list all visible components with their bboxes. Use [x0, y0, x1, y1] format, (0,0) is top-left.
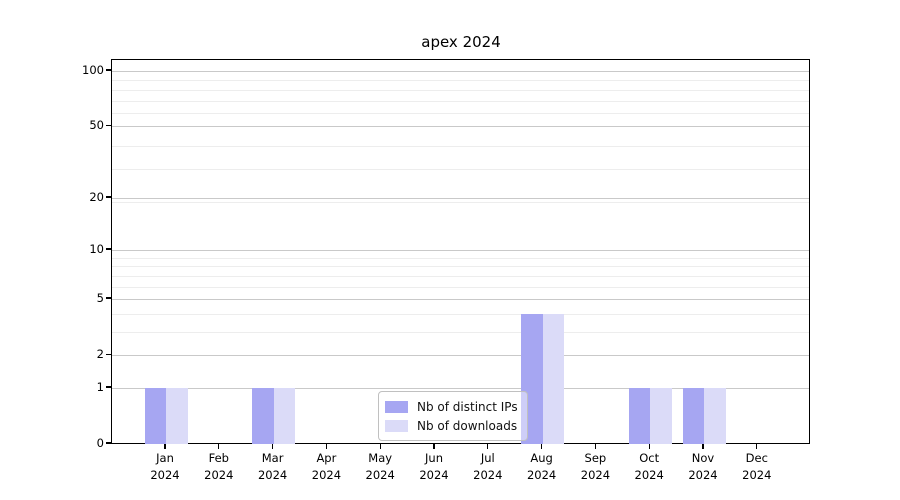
- bar-downloads-jan: [166, 387, 188, 444]
- x-tick-mark: [164, 444, 166, 449]
- gridline-major: [112, 299, 809, 301]
- x-tick-mark: [648, 444, 650, 449]
- y-tick-label: 5: [96, 291, 104, 306]
- gridline-minor: [112, 257, 809, 259]
- x-tick-label: May 2024: [365, 451, 395, 482]
- gridline-minor: [112, 201, 809, 203]
- y-tick-mark: [106, 248, 111, 250]
- y-tick-label: 10: [89, 242, 104, 257]
- y-tick-label: 2: [96, 347, 104, 362]
- y-tick-mark: [106, 69, 111, 71]
- legend-row-downloads: Nb of downloads: [385, 416, 518, 435]
- bar-downloads-aug: [542, 313, 565, 444]
- legend-label-downloads: Nb of downloads: [417, 418, 518, 433]
- gridline-minor: [112, 89, 809, 91]
- gridline-minor: [112, 169, 809, 171]
- y-tick-mark: [106, 353, 111, 355]
- legend-swatch-distinct-ips: [385, 400, 408, 413]
- x-tick-mark: [433, 444, 435, 449]
- x-tick-mark: [325, 444, 328, 449]
- y-tick-label: 0: [96, 436, 104, 450]
- y-tick-mark: [106, 442, 111, 444]
- gridline-minor: [112, 275, 809, 277]
- y-tick-mark: [106, 297, 111, 299]
- x-tick-mark: [702, 444, 704, 449]
- gridline-minor: [112, 313, 809, 315]
- legend-swatch-downloads: [385, 419, 408, 432]
- y-tick-label: 20: [89, 189, 104, 204]
- gridline-minor: [112, 100, 809, 102]
- x-tick-label: Dec 2024: [742, 451, 772, 482]
- bar-downloads-mar: [273, 387, 296, 444]
- x-tick-label: Jul 2024: [473, 451, 503, 482]
- bar-distinct-ips-oct: [628, 387, 651, 444]
- gridline-minor: [112, 286, 809, 288]
- y-tick-mark: [106, 124, 111, 126]
- bar-downloads-nov: [704, 387, 726, 444]
- gridline-major: [112, 250, 809, 252]
- gridline-major: [112, 355, 809, 357]
- bar-distinct-ips-jan: [144, 387, 166, 444]
- gridline-major: [112, 71, 809, 72]
- x-tick-label: Jan 2024: [150, 451, 180, 482]
- x-tick-label: Oct 2024: [634, 451, 664, 482]
- x-tick-mark: [379, 444, 381, 449]
- y-tick-mark: [106, 386, 111, 388]
- x-tick-label: Apr 2024: [311, 451, 342, 482]
- legend: Nb of distinct IPs Nb of downloads: [378, 391, 528, 441]
- x-tick-mark: [756, 444, 758, 449]
- legend-label-distinct-ips: Nb of distinct IPs: [417, 399, 518, 414]
- gridline-minor: [112, 145, 809, 147]
- gridline-major: [112, 197, 809, 199]
- y-tick-mark: [106, 196, 111, 198]
- x-tick-label: Aug 2024: [526, 451, 557, 482]
- gridline-minor: [112, 266, 809, 268]
- y-tick-label: 1: [96, 379, 104, 394]
- x-tick-mark: [487, 444, 489, 449]
- x-tick-mark: [218, 444, 220, 449]
- x-tick-label: Nov 2024: [688, 451, 718, 482]
- chart-title: apex 2024: [421, 33, 501, 51]
- plot-area: [111, 59, 810, 444]
- legend-row-distinct-ips: Nb of distinct IPs: [385, 397, 518, 416]
- x-tick-mark: [271, 444, 274, 449]
- gridline-major: [112, 387, 809, 389]
- gridline-minor: [112, 80, 809, 82]
- bar-distinct-ips-nov: [682, 387, 704, 444]
- x-tick-mark: [540, 444, 543, 449]
- bar-downloads-oct: [650, 387, 672, 444]
- bar-distinct-ips-mar: [252, 387, 274, 444]
- gridline-minor: [112, 331, 809, 333]
- y-tick-label: 50: [89, 118, 104, 133]
- gridline-major: [112, 126, 809, 128]
- y-tick-label: 100: [82, 63, 104, 77]
- x-tick-label: Feb 2024: [204, 451, 234, 482]
- x-tick-label: Jun 2024: [419, 451, 449, 482]
- bar-distinct-ips-aug: [521, 313, 543, 444]
- gridline-minor: [112, 113, 809, 115]
- x-tick-label: Mar 2024: [257, 451, 288, 482]
- x-tick-label: Sep 2024: [580, 451, 611, 482]
- x-tick-mark: [594, 444, 597, 449]
